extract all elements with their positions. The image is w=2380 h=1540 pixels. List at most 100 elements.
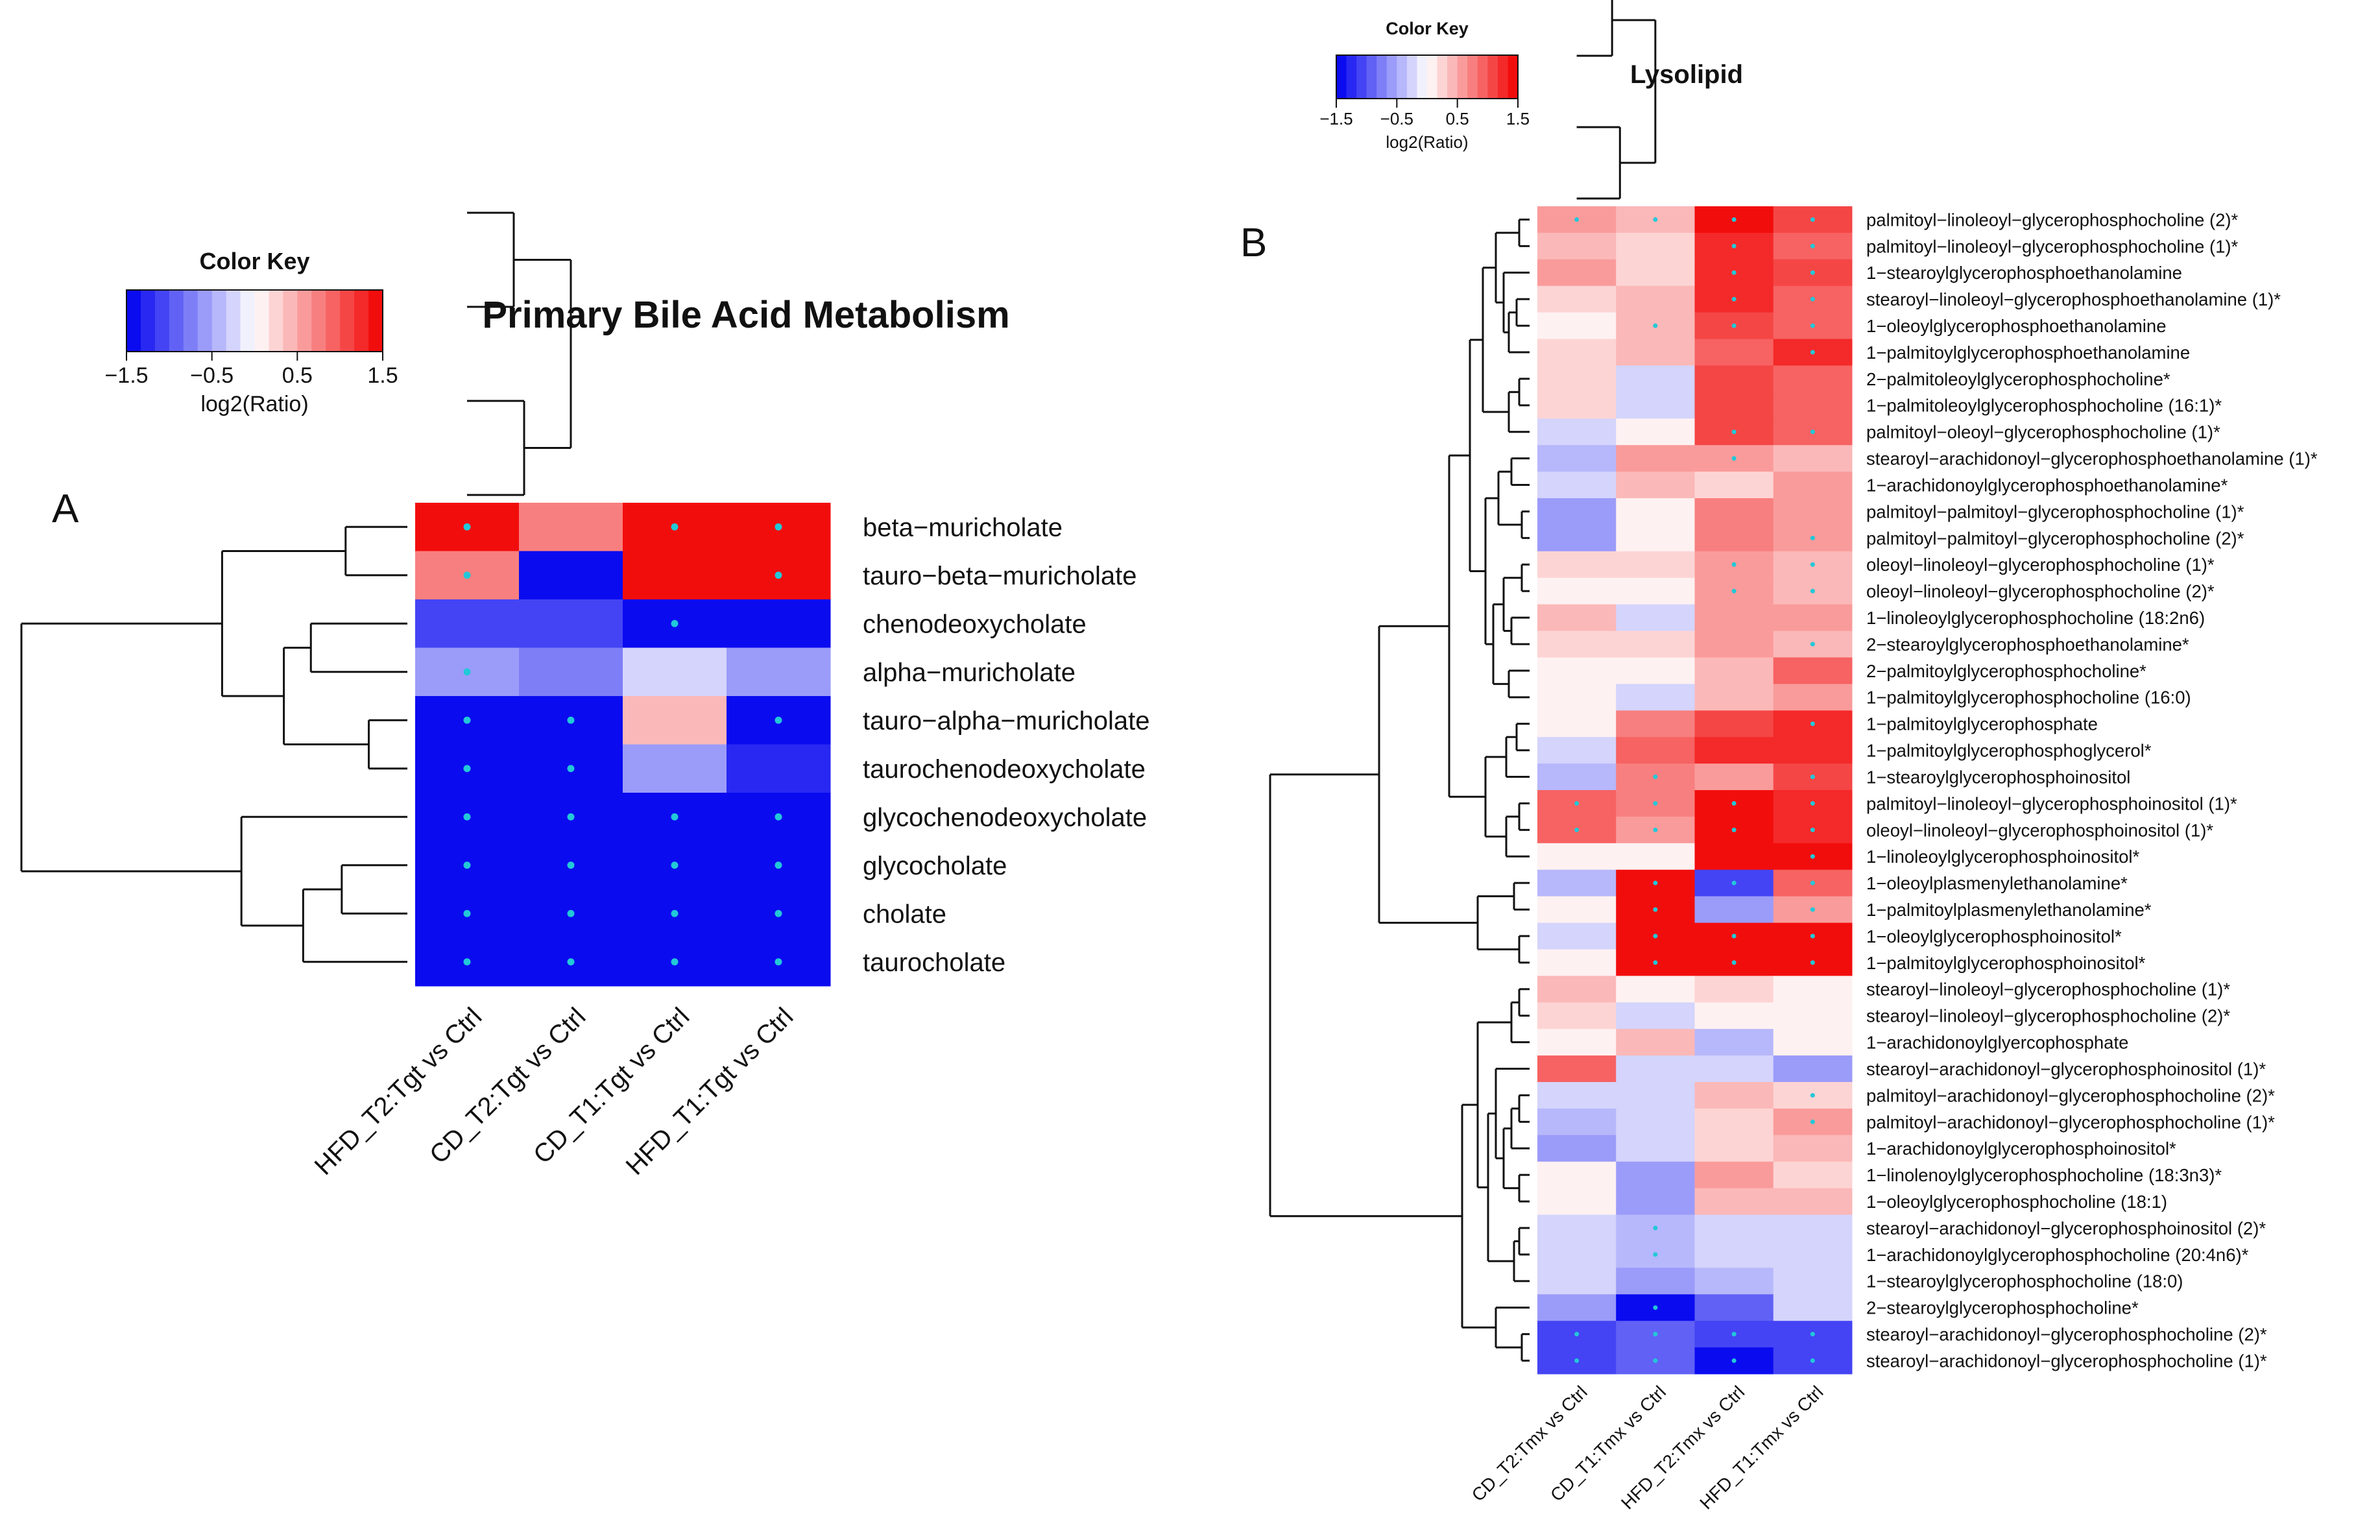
color-key-swatch xyxy=(1508,55,1519,99)
heatmap-cell xyxy=(1694,1294,1774,1321)
color-key-swatch xyxy=(1376,55,1388,99)
heatmap-cell xyxy=(1537,737,1617,764)
row-label: 2−palmitoleoylglycerophosphocholine* xyxy=(1866,369,2170,389)
heatmap-cell xyxy=(1773,392,1853,419)
heatmap-cell xyxy=(1694,1029,1774,1056)
row-label: palmitoyl−linoleoyl−glycerophosphoinosit… xyxy=(1866,793,2237,813)
heatmap-cell xyxy=(1694,1188,1774,1216)
significance-dot xyxy=(1731,800,1737,806)
heatmap-cell xyxy=(1616,551,1695,579)
color-key-tick-label: 0.5 xyxy=(1446,109,1469,128)
significance-dot xyxy=(1574,827,1580,832)
heatmap-cell xyxy=(1616,1161,1695,1189)
row-label: oleoyl−linoleoyl−glycerophosphocholine (… xyxy=(1866,555,2215,575)
color-key-swatch xyxy=(368,290,383,352)
heatmap-cell xyxy=(1616,1082,1695,1109)
heatmap-cell xyxy=(1537,1029,1617,1056)
significance-dot xyxy=(463,716,471,724)
heatmap-cell xyxy=(1537,232,1617,260)
heatmap-cell xyxy=(519,503,623,551)
color-key-swatch xyxy=(1386,55,1397,99)
significance-dot xyxy=(1731,456,1737,461)
significance-dot xyxy=(1810,243,1815,248)
significance-dot xyxy=(775,571,782,579)
significance-dot xyxy=(1731,933,1737,939)
heatmap-cell xyxy=(1537,631,1617,658)
heatmap-cell xyxy=(1616,1268,1695,1295)
significance-dot xyxy=(1731,1332,1737,1337)
significance-dot xyxy=(775,861,782,869)
row-label: tauro−alpha−muricholate xyxy=(863,707,1150,736)
heatmap-cell xyxy=(1773,684,1853,711)
heatmap-cell xyxy=(623,551,727,600)
row-label: glycochenodeoxycholate xyxy=(863,804,1147,832)
heatmap-cell xyxy=(1694,1268,1774,1295)
heatmap-cell xyxy=(1537,524,1617,552)
significance-dot xyxy=(1810,296,1815,302)
significance-dot xyxy=(1810,907,1815,912)
panel-b-letter: B xyxy=(1240,221,1267,265)
row-label: 1−palmitoylglycerophosphate xyxy=(1866,714,2098,734)
color-key-swatch xyxy=(1346,55,1357,99)
significance-dot xyxy=(1574,217,1580,222)
heatmap-cell xyxy=(1773,365,1853,392)
heatmap-cell xyxy=(1773,498,1853,525)
significance-dot xyxy=(775,958,782,966)
heatmap-cell xyxy=(1694,843,1774,871)
row-label: 1−linoleoylglycerophosphoinositol* xyxy=(1866,847,2139,867)
color-key-swatch xyxy=(1497,55,1509,99)
heatmap-cell xyxy=(1537,1082,1617,1109)
heatmap-cell xyxy=(1773,1294,1853,1321)
row-label: palmitoyl−palmitoyl−glycerophosphocholin… xyxy=(1866,528,2244,548)
significance-dot xyxy=(1731,960,1737,965)
significance-dot xyxy=(1574,1358,1580,1364)
row-label: 2−stearoylglycerophosphocholine* xyxy=(1866,1298,2139,1318)
heatmap-cell xyxy=(623,647,727,697)
significance-dot xyxy=(463,668,471,676)
significance-dot xyxy=(1810,429,1815,435)
significance-dot xyxy=(1731,562,1737,567)
significance-dot xyxy=(1731,588,1737,594)
color-key-tick-label: −0.5 xyxy=(190,363,234,388)
significance-dot xyxy=(1731,270,1737,275)
row-label: stearoyl−linoleoyl−glycerophosphocholine… xyxy=(1866,980,2230,1000)
significance-dot xyxy=(1810,642,1815,647)
color-key-tick-label: 1.5 xyxy=(367,363,398,388)
heatmap-cell xyxy=(727,647,831,697)
heatmap-cell xyxy=(1773,472,1853,499)
heatmap-cell xyxy=(1694,365,1774,392)
heatmap-cell xyxy=(1537,312,1617,340)
row-label: 2−stearoylglycerophosphoethanolamine* xyxy=(1866,634,2189,655)
panel-b-title: Lysolipid xyxy=(1630,60,1743,89)
panel-a-letter: A xyxy=(52,487,79,531)
significance-dot xyxy=(1653,1225,1658,1231)
heatmap-cell xyxy=(1537,392,1617,419)
significance-dot xyxy=(567,958,575,966)
heatmap-cell xyxy=(1537,339,1617,366)
heatmap-cell xyxy=(1616,710,1695,738)
significance-dot xyxy=(463,909,471,917)
heatmap-cell xyxy=(1694,896,1774,924)
significance-dot xyxy=(1810,854,1815,859)
significance-dot xyxy=(1653,775,1658,780)
heatmap-cell xyxy=(519,599,623,648)
row-label: 1−palmitoylplasmenylethanolamine* xyxy=(1866,900,2152,920)
row-label: 1−linoleoylglycerophosphocholine (18:2n6… xyxy=(1866,608,2205,628)
row-label: 1−palmitoylglycerophosphoethanolamine xyxy=(1866,343,2190,363)
row-label: 1−oleoylglycerophosphoinositol* xyxy=(1866,926,2122,946)
significance-dot xyxy=(463,523,471,531)
heatmap-cell xyxy=(1616,976,1695,1003)
row-label: stearoyl−arachidonoyl−glycerophosphoetha… xyxy=(1866,449,2318,469)
color-key-swatch xyxy=(1467,55,1478,99)
heatmap-cell xyxy=(1616,472,1695,499)
significance-dot xyxy=(671,813,679,821)
significance-dot xyxy=(1810,562,1815,567)
significance-dot xyxy=(671,909,679,917)
row-label: 1−arachidonoylglyercophosphate xyxy=(1866,1033,2128,1053)
row-label: stearoyl−arachidonoyl−glycerophosphochol… xyxy=(1866,1351,2267,1371)
color-key-swatch xyxy=(1427,55,1438,99)
color-key-swatch xyxy=(354,290,369,352)
heatmap-cell xyxy=(1537,976,1617,1003)
color-key-tick-label: −1.5 xyxy=(1319,109,1352,128)
heatmap-cell xyxy=(1694,684,1774,711)
